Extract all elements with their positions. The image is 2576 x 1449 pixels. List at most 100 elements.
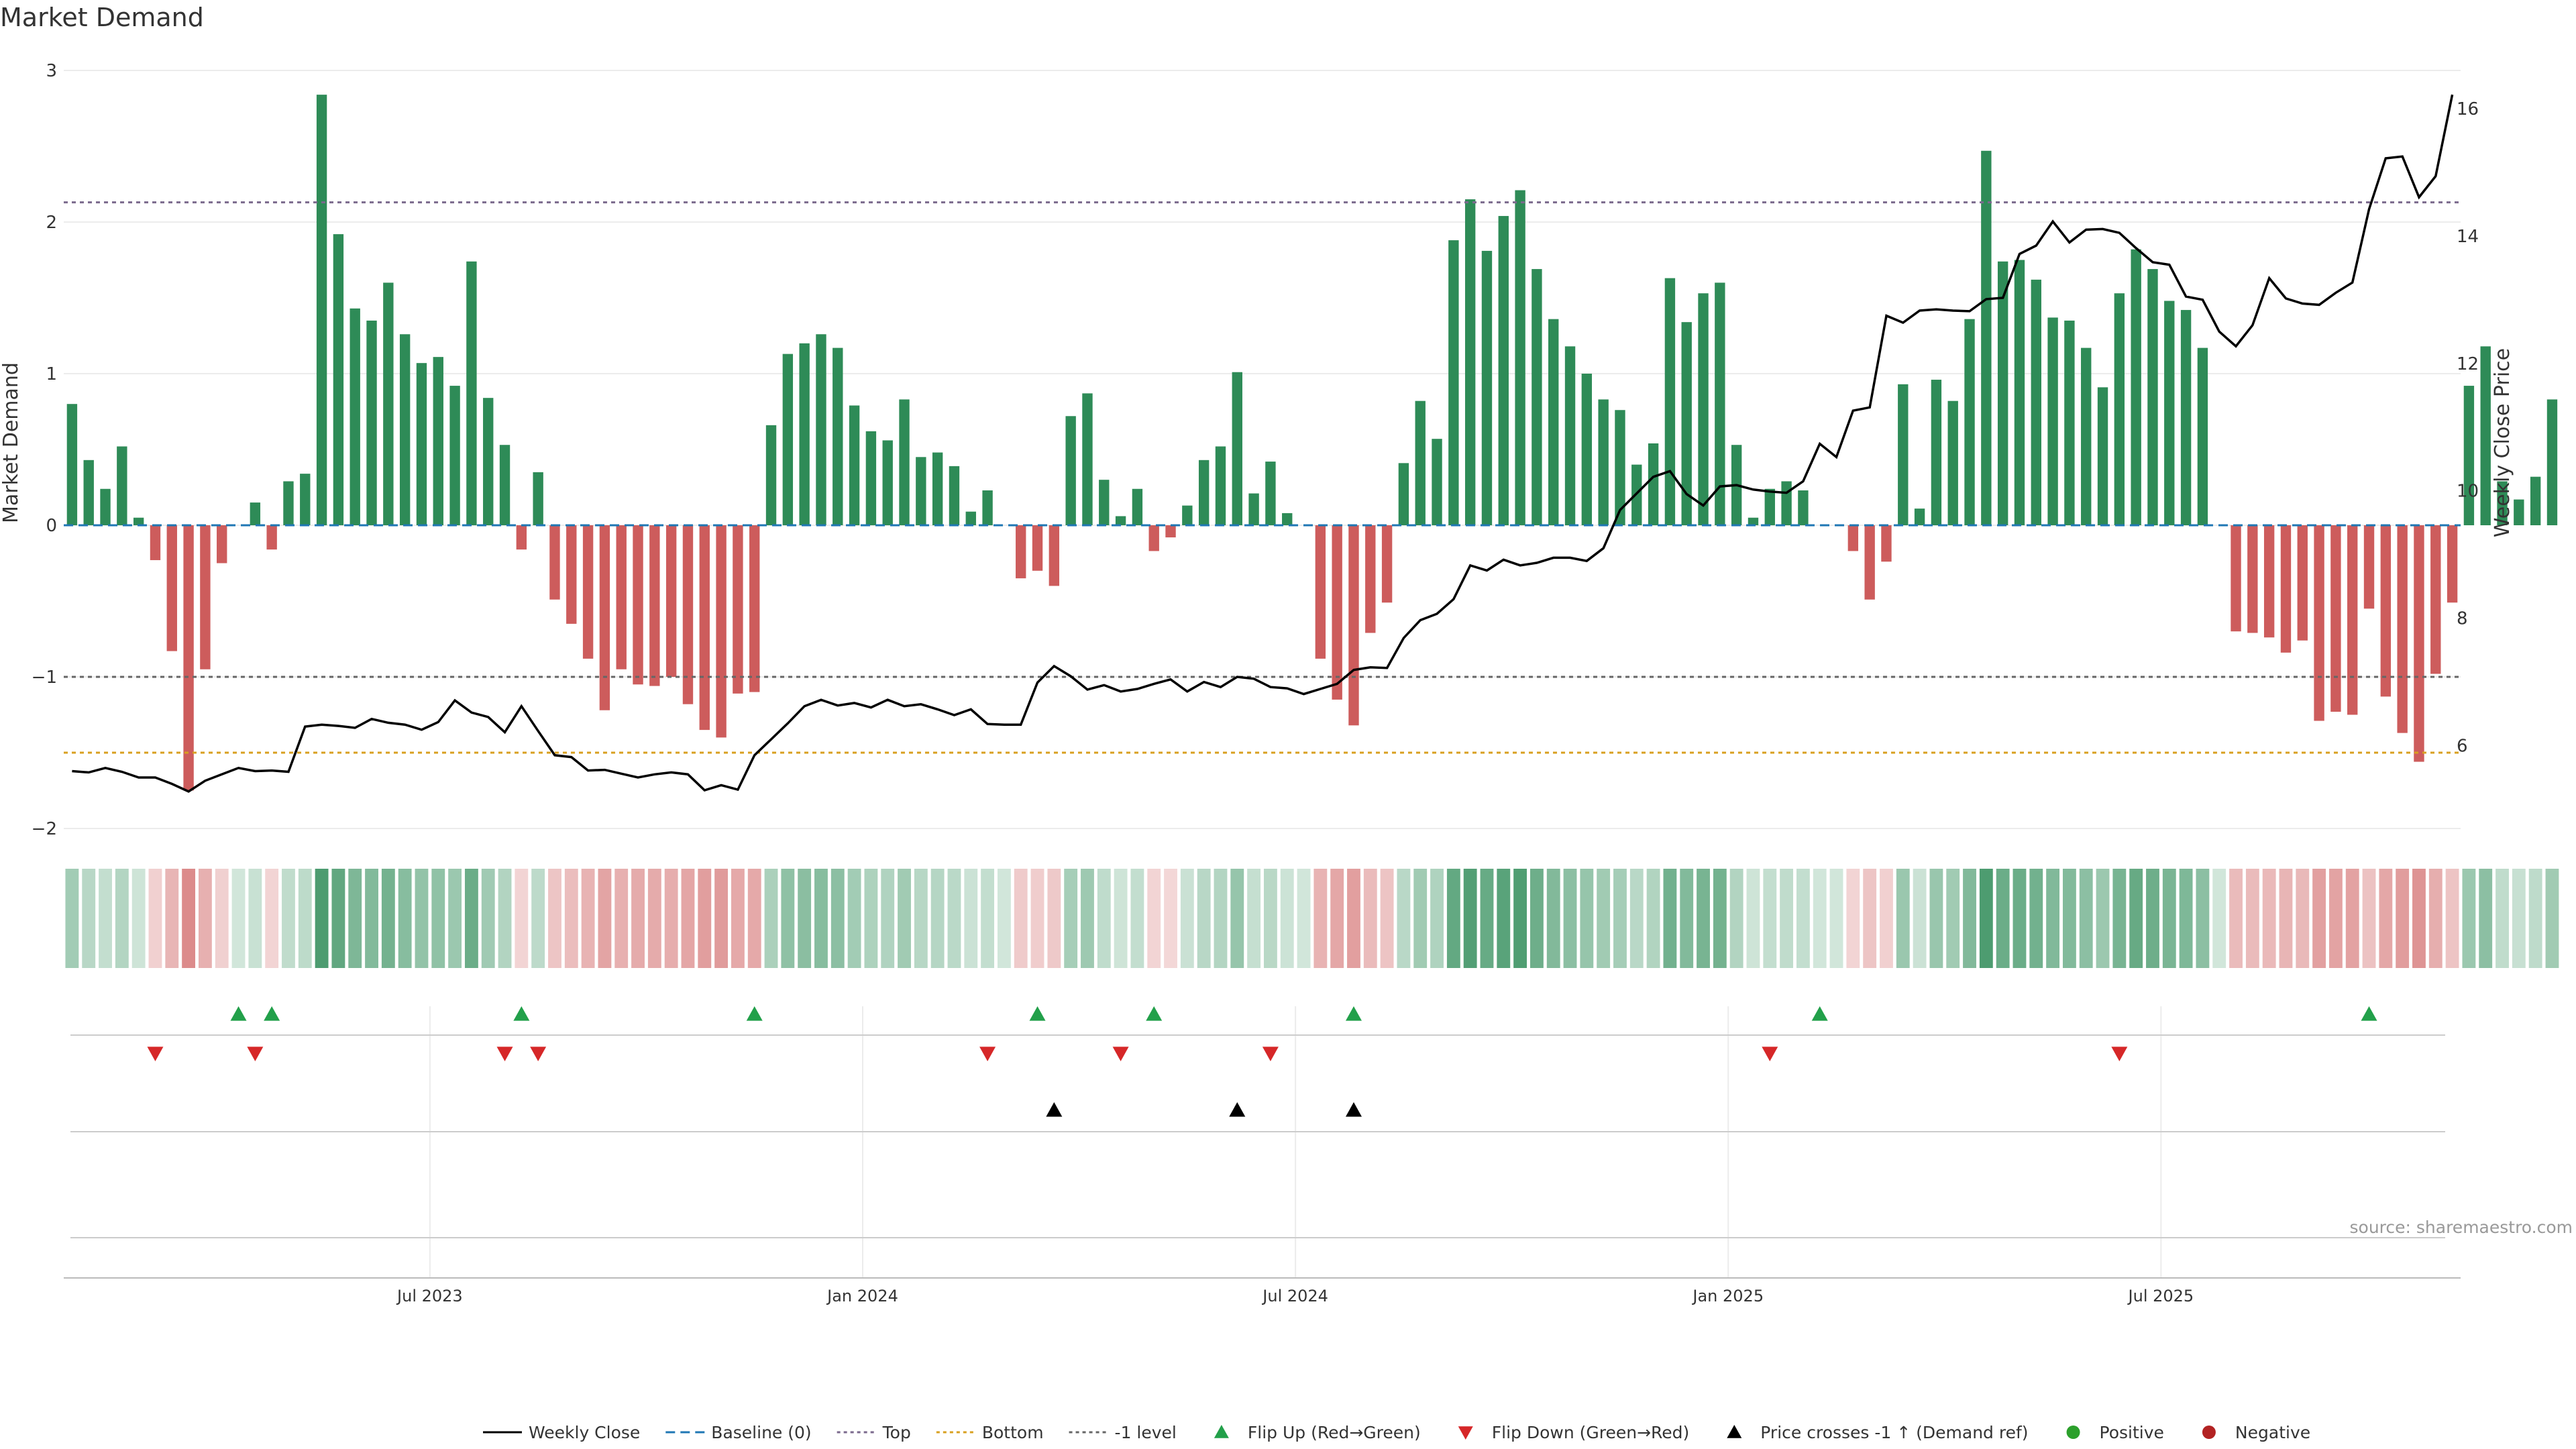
legend-label: Top [882, 1423, 911, 1442]
demand-bar [266, 525, 277, 550]
state-cell [2379, 869, 2393, 968]
demand-bar [1548, 319, 1559, 525]
state-cell [2212, 869, 2226, 968]
demand-bar [383, 282, 394, 525]
state-cell [2428, 869, 2443, 968]
demand-bar [1115, 516, 1126, 525]
state-cell [548, 869, 561, 968]
state-cell [997, 869, 1011, 968]
state-cell [631, 869, 645, 968]
demand-bar [1898, 384, 1909, 525]
demand-bar [916, 457, 926, 525]
state-cell [1380, 869, 1394, 968]
demand-bar [1798, 490, 1809, 525]
state-cell [1763, 869, 1777, 968]
state-cell [448, 869, 462, 968]
state-cell [531, 869, 545, 968]
y2-tick-label: 10 [2457, 482, 2479, 502]
demand-bar [949, 466, 960, 525]
state-cell [1463, 869, 1477, 968]
demand-bar [1581, 374, 1593, 525]
state-cell [864, 869, 878, 968]
legend-item: Baseline (0) [665, 1423, 812, 1442]
state-cell [1597, 869, 1611, 968]
demand-bar [1016, 525, 1026, 579]
state-cell [2079, 869, 2093, 968]
demand-bar [1864, 525, 1875, 600]
demand-bar [1764, 488, 1775, 525]
flip-down-marker [530, 1046, 547, 1061]
demand-bar [449, 386, 460, 525]
demand-bar [1532, 269, 1542, 525]
state-cell [914, 869, 928, 968]
y-tick-label: −1 [32, 667, 57, 688]
demand-bar [2180, 310, 2192, 525]
state-cell [2146, 869, 2159, 968]
state-cell [115, 869, 129, 968]
demand-bar [333, 234, 344, 525]
demand-bar [2263, 525, 2275, 638]
demand-bar [100, 488, 111, 525]
demand-bar [1964, 319, 1975, 525]
state-cell [1430, 869, 1444, 968]
state-cell [1880, 869, 1893, 968]
chart-legend: Weekly Close Baseline (0) Top Bottom -1 leve… [483, 1423, 2310, 1442]
demand-bar [316, 95, 327, 525]
state-cell [2362, 869, 2376, 968]
x-tick-label: Jan 2024 [826, 1287, 898, 1305]
state-cell [1047, 869, 1061, 968]
state-cell [2462, 869, 2476, 968]
demand-bar [283, 481, 294, 525]
state-cell [1829, 869, 1843, 968]
state-cell [1529, 869, 1544, 968]
state-cell [2262, 869, 2276, 968]
legend-label: Baseline (0) [711, 1423, 811, 1442]
demand-bar [2297, 525, 2308, 641]
state-cell [1979, 869, 1993, 968]
demand-bar [633, 525, 643, 685]
state-cell [2345, 869, 2359, 968]
demand-bar [1182, 505, 1193, 525]
state-cell [498, 869, 512, 968]
demand-bar [2330, 525, 2341, 712]
state-cell [664, 869, 678, 968]
demand-bar [466, 261, 477, 525]
demand-bar [649, 525, 660, 686]
demand-bar [2347, 525, 2358, 715]
state-cell [1230, 869, 1244, 968]
flip-up-marker [2361, 1006, 2377, 1021]
legend-swatch [1458, 1426, 1473, 1440]
state-cell [1130, 869, 1144, 968]
demand-bar [2164, 301, 2175, 525]
state-cell [1030, 869, 1044, 968]
demand-bar [965, 511, 976, 525]
demand-bar [865, 431, 877, 525]
state-cell [464, 869, 478, 968]
flip-up-marker [230, 1006, 247, 1021]
demand-bar [2463, 386, 2475, 525]
demand-bar [2546, 399, 2558, 525]
state-cell [564, 869, 578, 968]
flip-down-marker [247, 1046, 264, 1061]
state-cell [1180, 869, 1194, 968]
demand-bar [549, 525, 560, 600]
state-cell [1996, 869, 2010, 968]
state-cell [2412, 869, 2426, 968]
demand-bar [2380, 525, 2392, 697]
demand-bar [1564, 346, 1576, 525]
demand-bar [882, 440, 893, 525]
state-cell [981, 869, 995, 968]
state-cell [1963, 869, 1976, 968]
demand-bar [117, 446, 127, 525]
y2-tick-label: 6 [2457, 737, 2468, 757]
demand-bar [982, 490, 993, 525]
state-cell [1563, 869, 1577, 968]
state-cell [1064, 869, 1078, 968]
flip-up-marker [513, 1006, 530, 1021]
state-cell [431, 869, 445, 968]
demand-bar [1464, 199, 1476, 525]
state-cell [1363, 869, 1377, 968]
demand-bar [499, 445, 511, 525]
demand-bar [2430, 525, 2441, 674]
